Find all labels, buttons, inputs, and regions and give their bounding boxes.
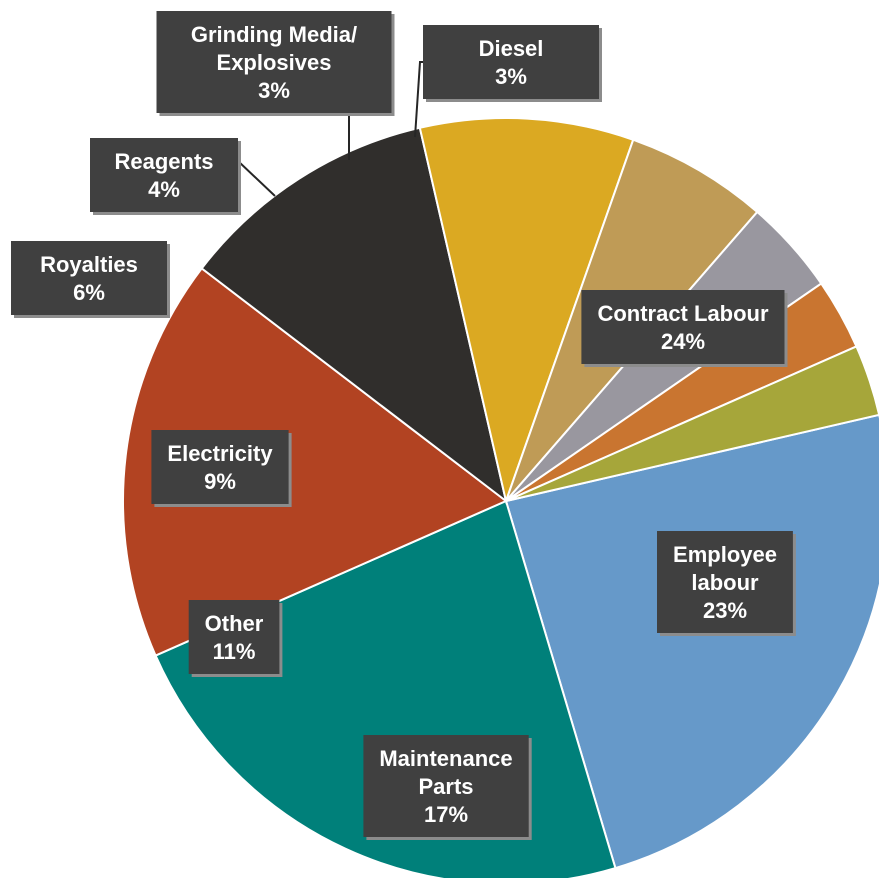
label-box (423, 25, 599, 99)
data-label-electricity: Electricity 9% (151, 430, 292, 507)
label-box (90, 138, 238, 212)
data-label-diesel: Diesel 3% (423, 25, 602, 102)
data-label-contract-labour: Contract Labour 24% (581, 290, 788, 367)
data-label-value: 4% (148, 177, 180, 202)
data-label-name: Explosives (217, 50, 332, 75)
data-label-value: 9% (204, 469, 236, 494)
data-label-value: 24% (661, 329, 705, 354)
slice-maintenance-parts (122, 266, 508, 657)
slice-contract-labour (504, 413, 879, 870)
data-label-reagents: Reagents 4% (90, 138, 241, 215)
data-label-employee-labour: Employee labour 23% (657, 531, 796, 636)
data-label-name: Other (205, 611, 264, 636)
label-box (151, 430, 289, 504)
data-label-value: 23% (703, 598, 747, 623)
slice-diesel (505, 345, 879, 502)
data-label-value: 3% (258, 78, 290, 103)
data-label-name: Parts (418, 774, 473, 799)
data-label-royalties: Royalties 6% (11, 241, 170, 318)
data-label-value: 3% (495, 64, 527, 89)
data-label-name: Royalties (40, 252, 138, 277)
data-label-name: Contract Labour (597, 301, 769, 326)
label-box (156, 11, 392, 113)
data-label-grinding-media-explosives: Grinding Media/Explosives 3% (156, 11, 395, 116)
data-labels: Contract Labour 24% Employee labour 23% Maint… (11, 11, 796, 840)
data-label-maintenance-parts: Maintenance Parts 17% (363, 735, 532, 840)
data-label-name: labour (691, 570, 759, 595)
label-box (657, 531, 793, 633)
data-label-name: Reagents (114, 149, 213, 174)
data-label-name: Employee (673, 542, 777, 567)
data-label-name: Grinding Media/ (191, 22, 357, 47)
data-label-name: Diesel (479, 36, 544, 61)
data-label-other: Other 11% (188, 600, 283, 677)
data-label-value: 6% (73, 280, 105, 305)
label-box (11, 241, 167, 315)
data-label-name: Maintenance (379, 746, 512, 771)
data-label-value: 17% (424, 802, 468, 827)
label-box (188, 600, 280, 674)
leader-line-diesel (414, 61, 424, 138)
slice-other (200, 126, 508, 504)
slice-electricity (418, 117, 635, 505)
label-box (363, 735, 529, 837)
data-label-value: 11% (213, 639, 256, 664)
label-box (581, 290, 785, 364)
data-label-name: Electricity (167, 441, 273, 466)
